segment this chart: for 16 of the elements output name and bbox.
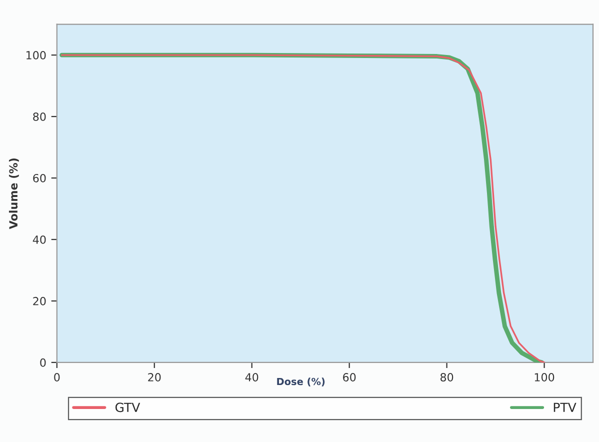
x-tick-label: 40	[245, 373, 258, 382]
x-tick-label: 20	[148, 373, 161, 382]
y-tick-label: 100	[26, 51, 46, 60]
y-axis-title: Volume (%)	[8, 158, 19, 230]
x-axis-title: Dose (%)	[277, 378, 325, 386]
y-tick-label: 20	[33, 296, 46, 306]
y-tick-label: 60	[33, 174, 46, 182]
y-tick-label: 0	[40, 358, 46, 367]
x-tick-label: 80	[440, 373, 454, 382]
x-tick-label: 60	[343, 373, 356, 382]
legend-label: PTV	[554, 402, 576, 412]
y-tick-label: 80	[33, 112, 46, 121]
x-tick-label: 0	[54, 373, 60, 382]
y-tick-label: 40	[32, 235, 46, 244]
legend-label: GTV	[115, 402, 140, 412]
x-tick-label: 100	[534, 373, 554, 382]
